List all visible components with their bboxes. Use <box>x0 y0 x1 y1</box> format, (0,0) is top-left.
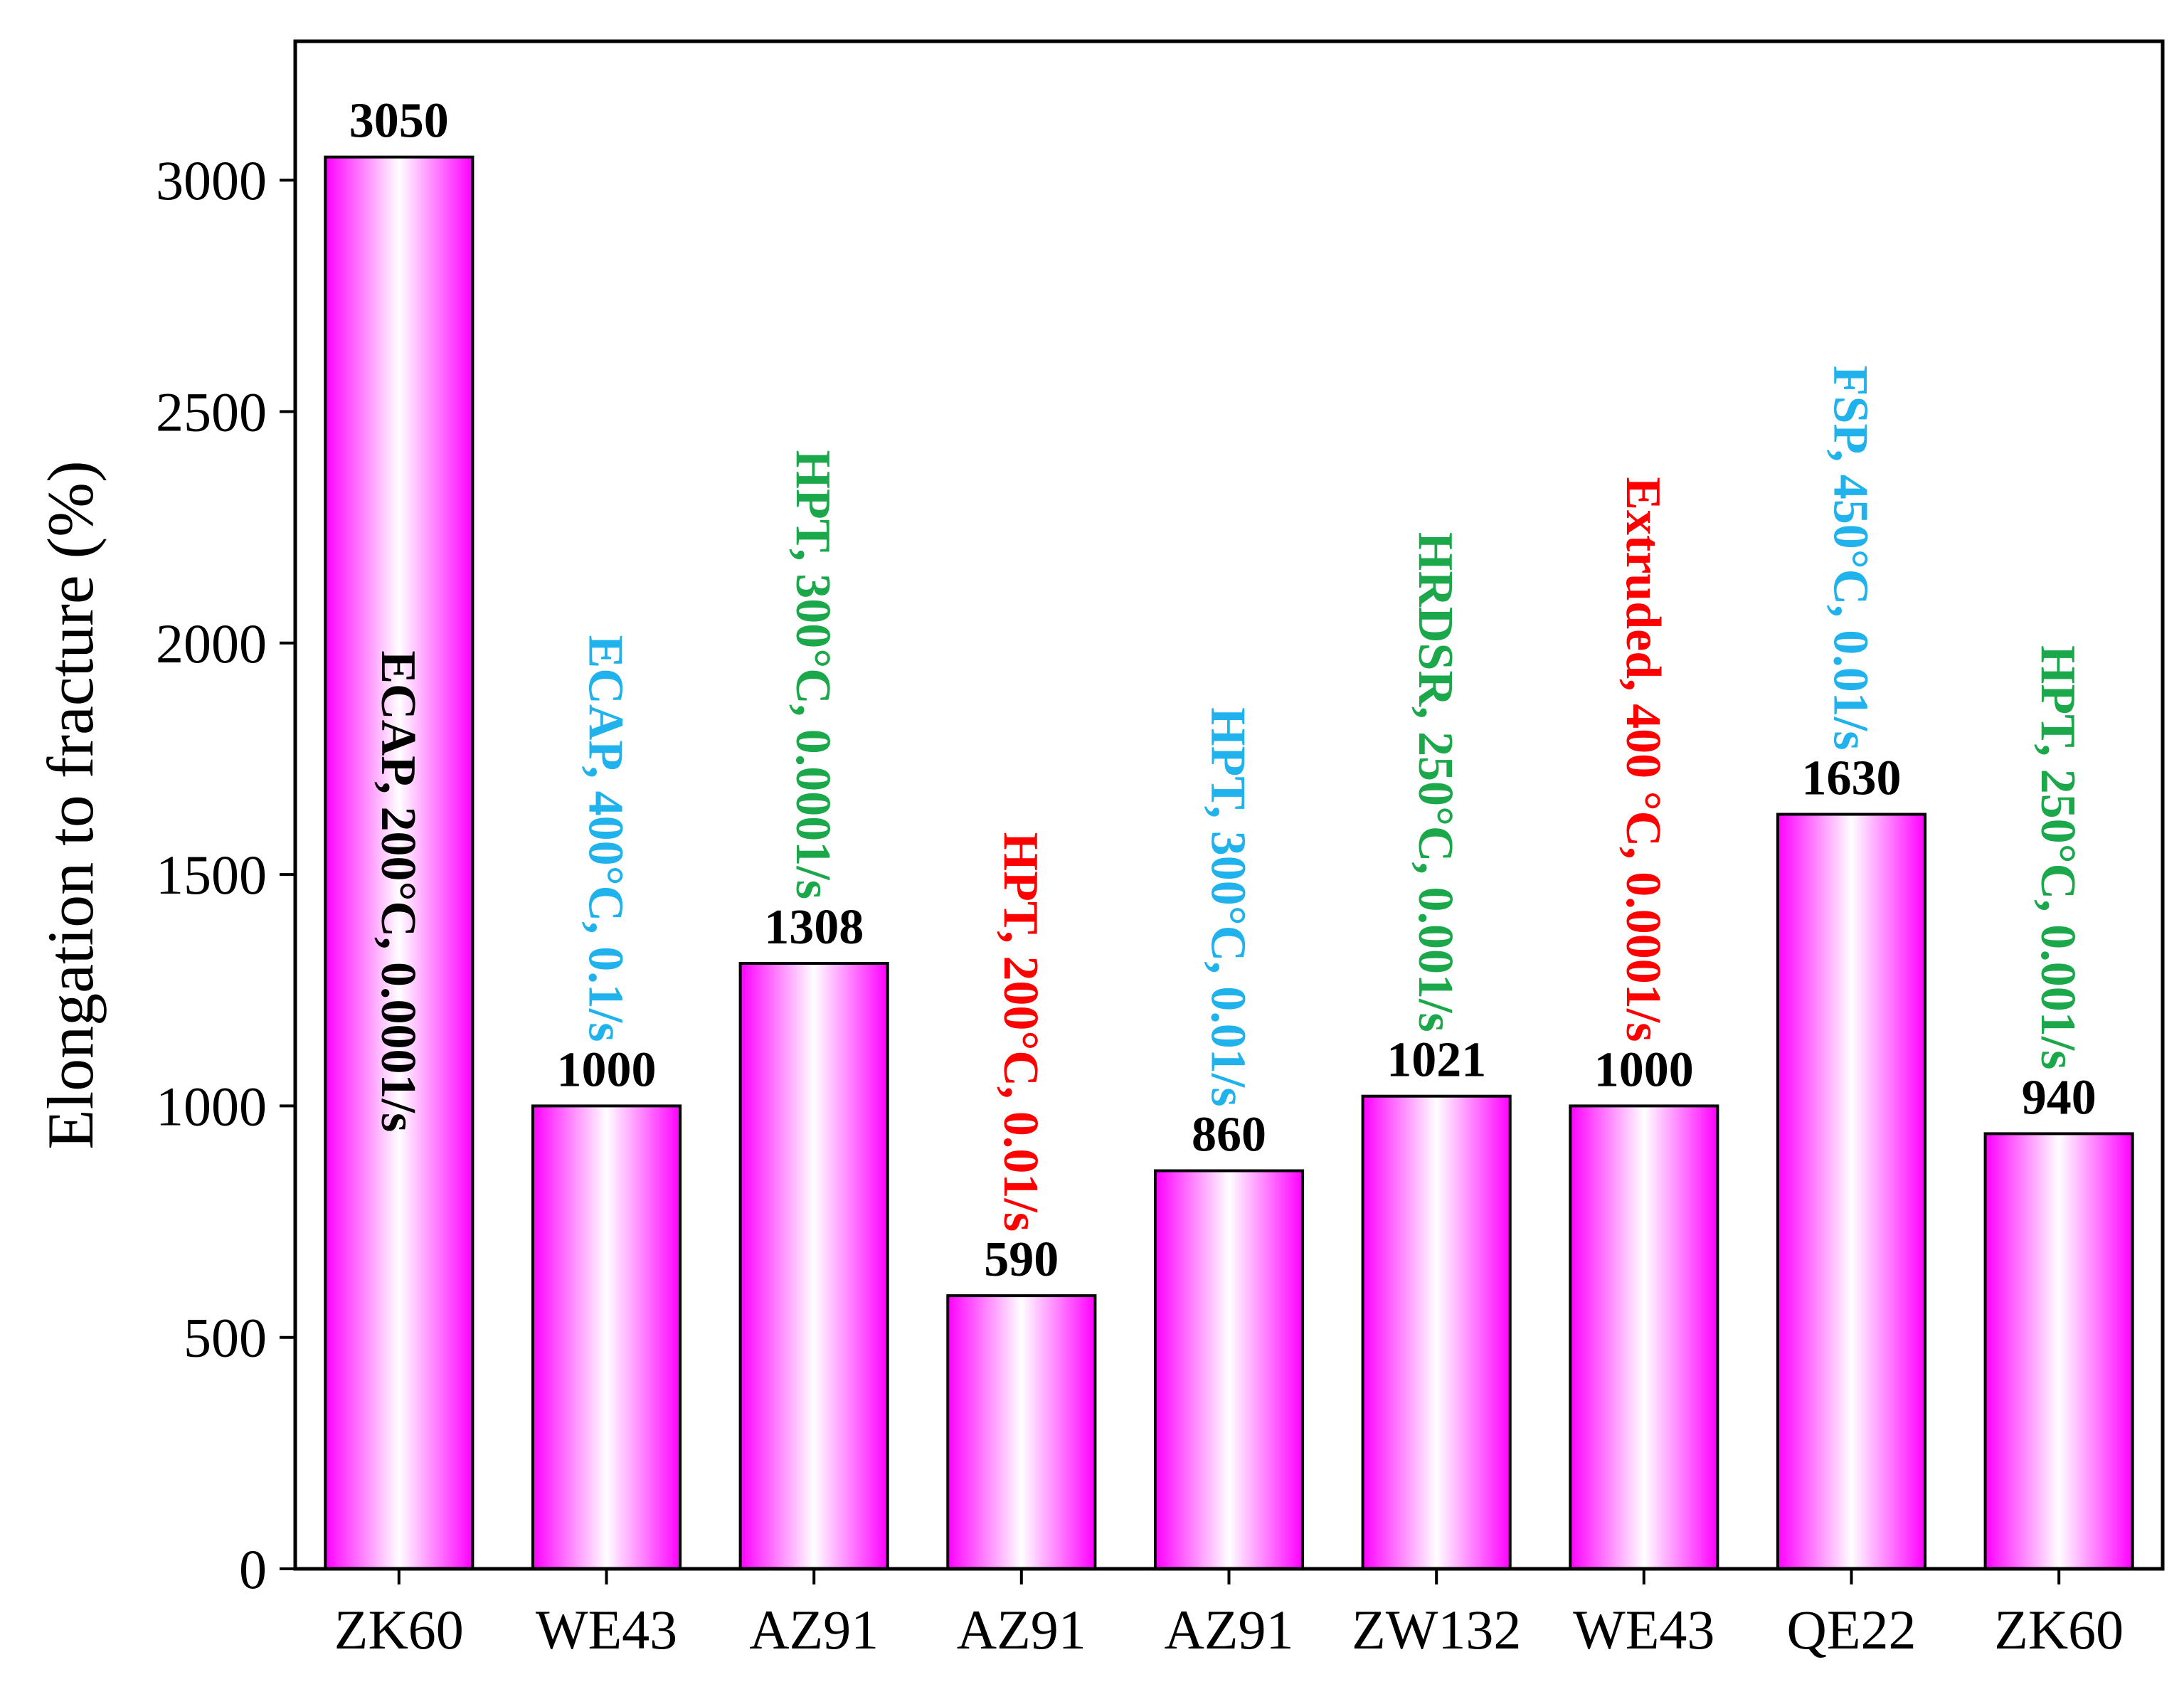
y-tick-label-1000: 1000 <box>156 1075 267 1137</box>
y-tick-label-0: 0 <box>239 1538 267 1600</box>
value-label-5: 860 <box>1192 1108 1266 1163</box>
condition-annotation-5: HPT, 300°C, 0.01/s <box>1201 707 1256 1106</box>
bar-5-az91 <box>1154 1169 1305 1570</box>
bar-9-zk60 <box>1983 1132 2134 1570</box>
condition-annotation-1: ECAP, 200°C, 0.0001/s <box>371 650 425 1132</box>
x-tick-label-4: AZ91 <box>957 1599 1086 1661</box>
condition-annotation-2: ECAP, 400°C, 0.1/s <box>578 635 633 1042</box>
condition-annotation-3: HPT, 300°C, 0.0001/s <box>785 450 840 899</box>
x-tick-label-1: ZK60 <box>334 1599 464 1661</box>
bar-2-we43 <box>531 1104 682 1570</box>
x-tick-label-3: AZ91 <box>749 1599 879 1661</box>
x-tick-label-6: ZW132 <box>1352 1599 1521 1661</box>
value-label-3: 1308 <box>764 900 864 955</box>
x-tick-label-2: WE43 <box>536 1599 677 1661</box>
x-tick-label-7: WE43 <box>1573 1599 1714 1661</box>
condition-annotation-4: HPT, 200°C, 0.01/s <box>993 832 1048 1232</box>
bar-8-qe22 <box>1776 813 1927 1570</box>
x-tick-label-5: AZ91 <box>1165 1599 1294 1661</box>
condition-annotation-7: Extruded, 400 °C, 0.0001/s <box>1616 477 1670 1042</box>
y-axis: 0 500 1000 1500 2000 2500 3000 <box>156 149 295 1600</box>
x-axis: ZK60 WE43 AZ91 AZ91 AZ91 ZW132 WE43 QE22 ZK60 <box>334 1569 2124 1661</box>
y-axis-title: Elongation to fracture (%) <box>34 460 107 1149</box>
y-tick-label-2000: 2000 <box>156 613 267 674</box>
bar-6-zw132 <box>1361 1094 1512 1570</box>
condition-annotation-9: HPT, 250°C, 0.001/s <box>2030 645 2085 1069</box>
y-tick-label-2500: 2500 <box>156 381 267 443</box>
value-label-9: 940 <box>2022 1070 2096 1125</box>
value-label-4: 590 <box>984 1232 1059 1287</box>
y-tick-label-1500: 1500 <box>156 844 267 906</box>
annotations-layer: ECAP, 200°C, 0.0001/s ECAP, 400°C, 0.1/s H… <box>371 366 2085 1232</box>
bar-3-az91 <box>738 962 889 1570</box>
x-tick-label-8: QE22 <box>1787 1599 1917 1661</box>
bar-7-we43 <box>1569 1104 1719 1570</box>
value-labels-layer: 3050 1000 1308 590 860 1021 1000 1630 940 <box>349 94 2096 1287</box>
value-label-7: 1000 <box>1594 1042 1694 1097</box>
y-tick-label-500: 500 <box>184 1307 267 1369</box>
y-tick-label-3000: 3000 <box>156 149 267 211</box>
value-label-6: 1021 <box>1387 1033 1486 1088</box>
value-label-8: 1630 <box>1802 751 1902 806</box>
bars-layer <box>324 155 2134 1571</box>
bar-4-az91 <box>946 1294 1097 1570</box>
condition-annotation-6: HRDSR, 250°C, 0.001/s <box>1408 532 1463 1032</box>
bar-1-zk60 <box>324 155 475 1571</box>
condition-annotation-8: FSP, 450°C, 0.01/s <box>1823 366 1878 751</box>
value-label-1: 3050 <box>349 94 449 149</box>
value-label-2: 1000 <box>557 1042 657 1097</box>
x-tick-label-9: ZK60 <box>1994 1599 2124 1661</box>
